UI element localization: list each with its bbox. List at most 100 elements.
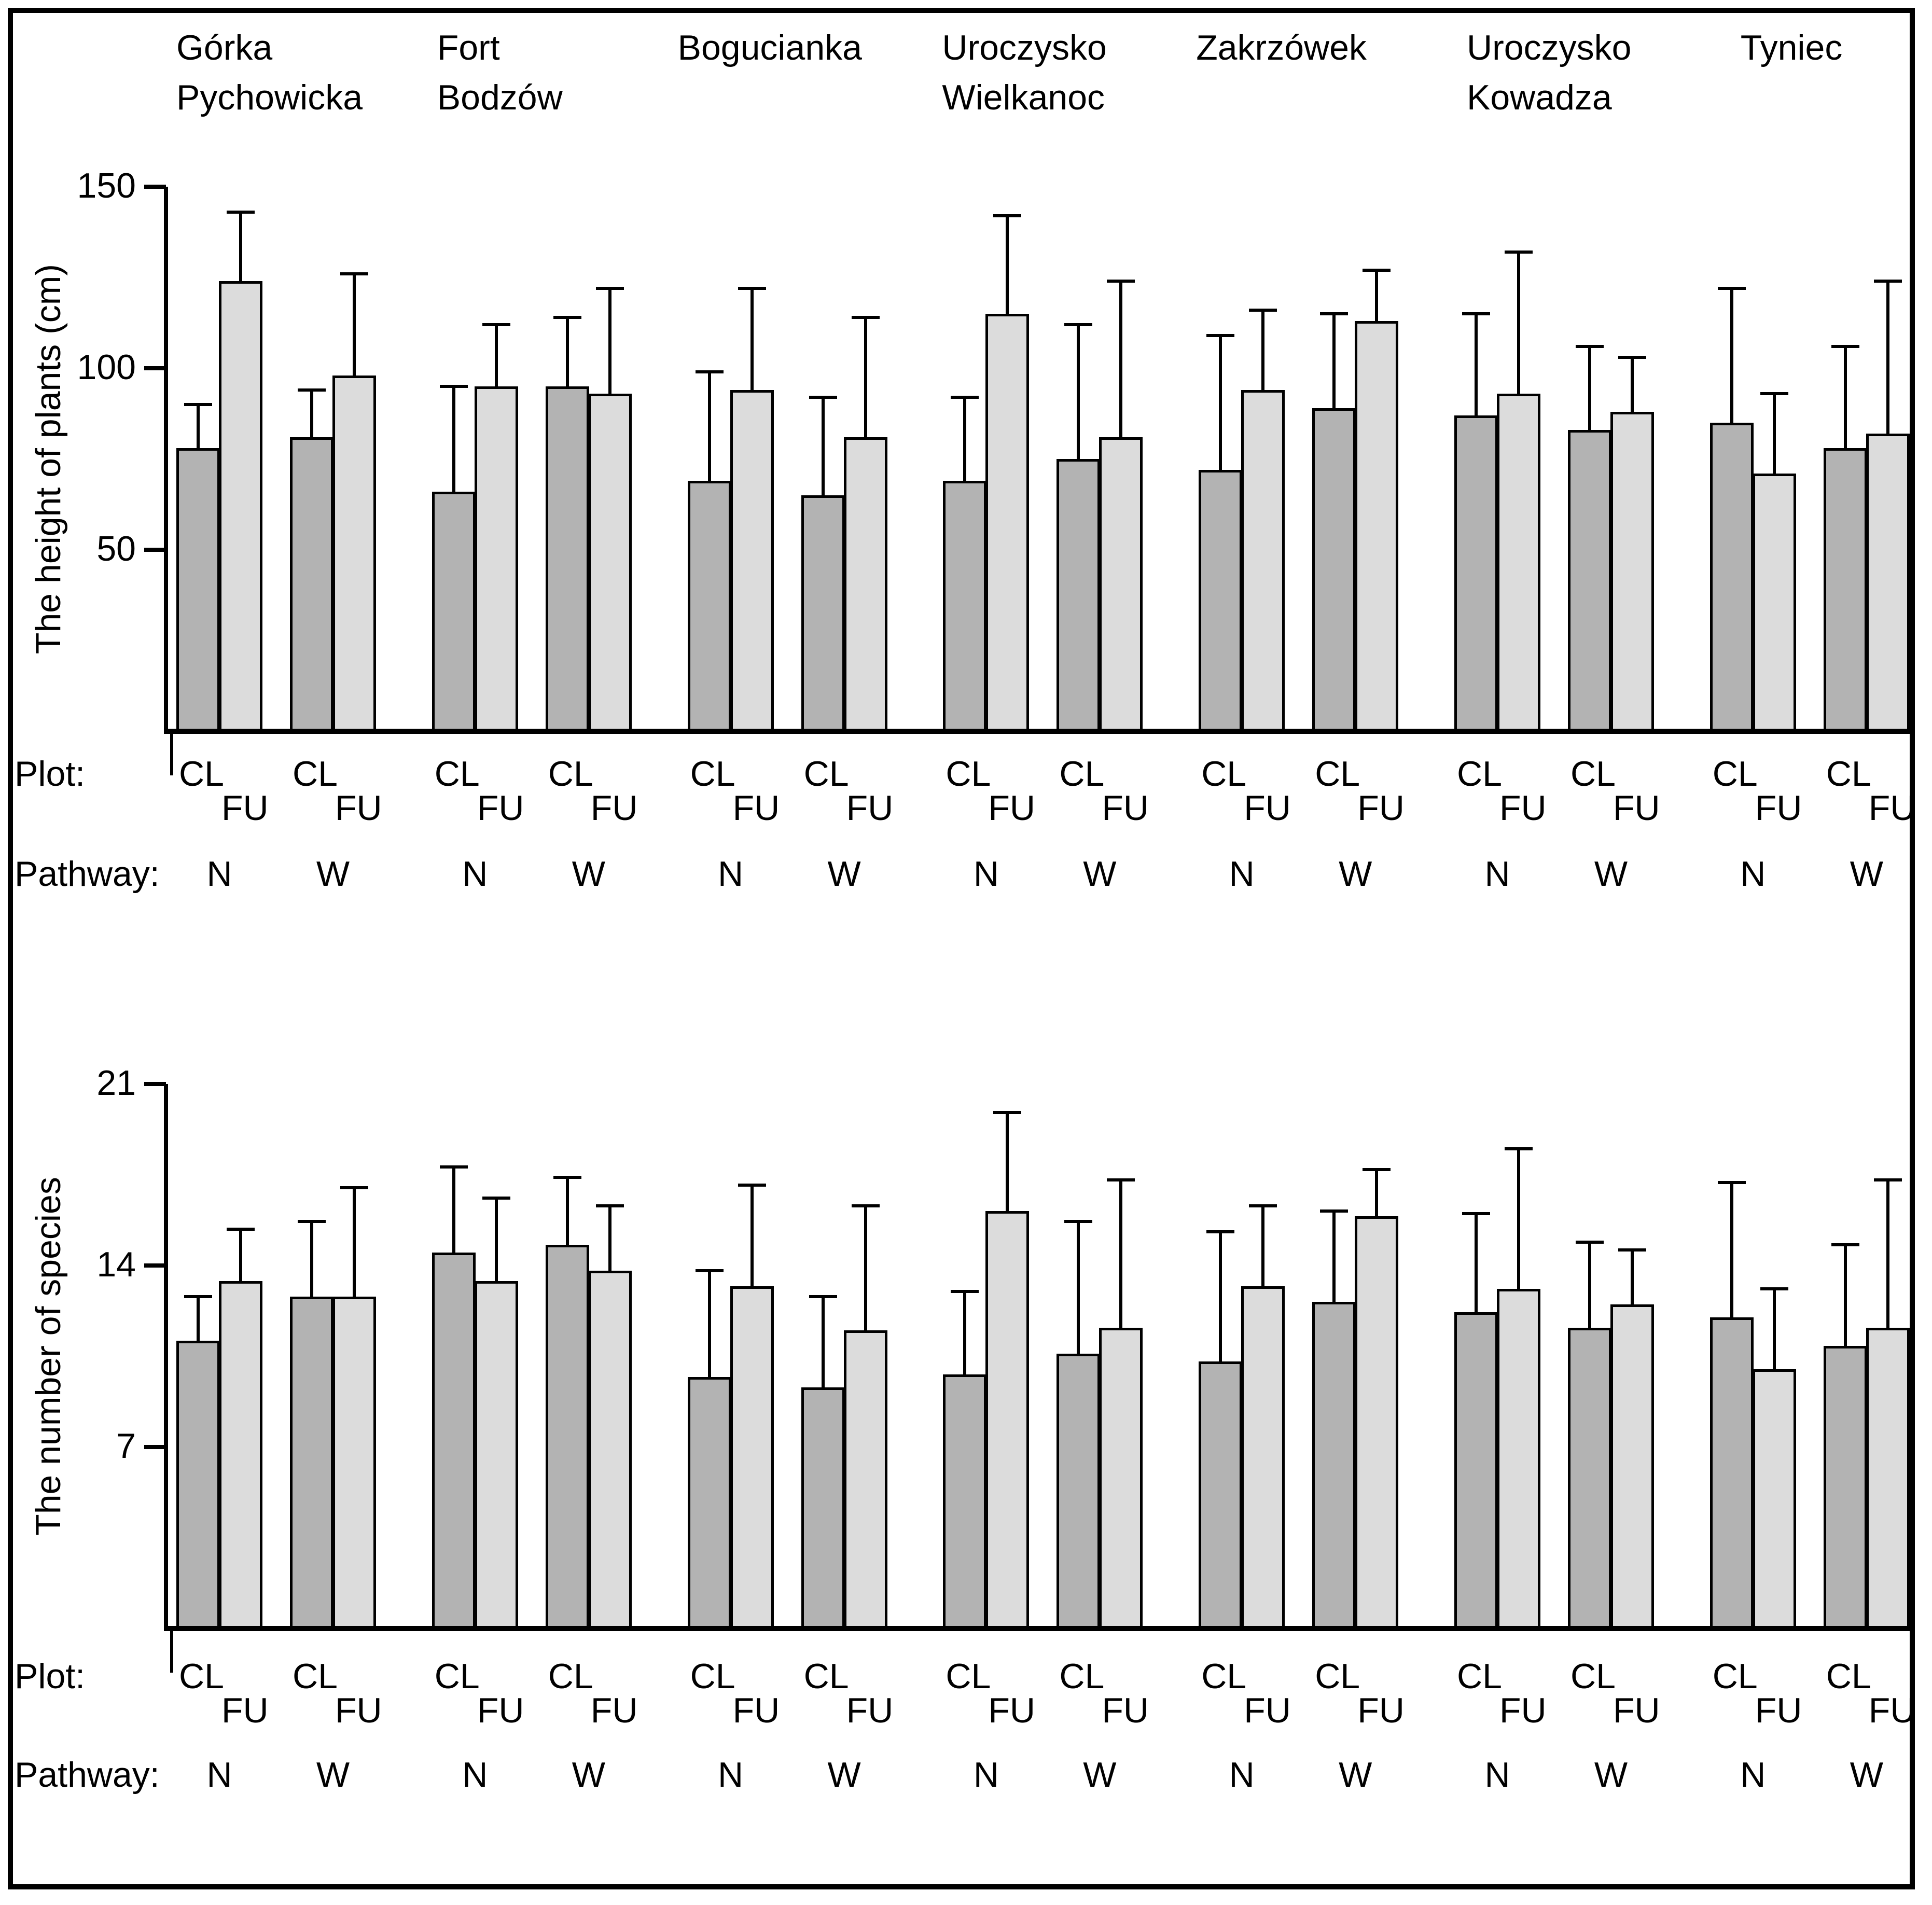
plot-label-fu: FU [1868, 1691, 1916, 1730]
bar-fu [843, 437, 887, 734]
plot-label-fu: FU [1755, 1691, 1802, 1730]
bar-fu [1610, 1304, 1654, 1631]
plot-label-fu: FU [846, 1691, 894, 1730]
error-bar-line [353, 274, 356, 376]
bar-cl [1199, 470, 1243, 734]
error-bar-cap [1760, 392, 1788, 395]
plot-label-cl: CL [1201, 1657, 1247, 1696]
error-bar-cap [738, 1184, 766, 1187]
error-bar-cap [1576, 1241, 1604, 1244]
error-bar-line [565, 317, 569, 386]
error-bar-cap [595, 287, 624, 290]
plot-label-cl: CL [548, 754, 593, 794]
error-bar-line [1261, 310, 1265, 390]
pathway-label: N [973, 1755, 999, 1795]
bar-cl [943, 481, 987, 734]
bar-cl [943, 1374, 987, 1631]
y-tick-label: 14 [96, 1245, 136, 1284]
error-bar-cap [809, 1295, 837, 1298]
error-bar-line [1332, 1211, 1336, 1302]
error-bar-cap [439, 1165, 468, 1169]
pathway-label: N [718, 1755, 744, 1795]
bar-fu [730, 390, 774, 734]
error-bar-line [1077, 325, 1080, 459]
error-bar-line [707, 372, 711, 481]
plot-label-fu: FU [846, 788, 894, 828]
pathway-row-caption: Pathway: [15, 854, 160, 894]
site-header: Pychowicka [176, 78, 363, 117]
error-bar-cap [553, 1176, 581, 1179]
error-bar-line [1219, 336, 1222, 470]
pathway-label: W [1083, 854, 1117, 894]
error-bar-cap [595, 1204, 624, 1207]
error-bar-line [1006, 1113, 1009, 1211]
plot-label-cl: CL [1826, 754, 1871, 794]
bar-cl [1057, 459, 1101, 734]
error-bar-cap [1717, 287, 1746, 290]
error-bar-cap [1249, 1204, 1277, 1207]
plot-row-caption: Plot: [15, 1657, 86, 1696]
error-bar-cap [1107, 1178, 1135, 1181]
error-bar-line [1588, 346, 1591, 430]
error-bar-cap [993, 1111, 1022, 1114]
error-bar-cap [738, 287, 766, 290]
error-bar-line [310, 1221, 313, 1297]
error-bar-cap [1873, 280, 1902, 283]
error-bar-cap [227, 1228, 255, 1231]
y-tick-label: 100 [77, 347, 136, 387]
bar-fu [1099, 1328, 1143, 1631]
site-header: Bogucianka [677, 28, 862, 67]
plot-label-fu: FU [1499, 788, 1547, 828]
error-bar-cap [1320, 1209, 1349, 1213]
error-bar-line [1631, 1250, 1634, 1304]
error-bar-cap [482, 1197, 510, 1200]
plot-label-fu: FU [335, 1691, 382, 1730]
plot-label-fu: FU [732, 1691, 780, 1730]
bar-cl [801, 495, 845, 734]
pathway-label: W [827, 1755, 861, 1795]
plot-label-cl: CL [690, 754, 735, 794]
error-bar-line [1332, 314, 1336, 408]
error-bar-cap [951, 1290, 979, 1293]
axis-origin-tick [170, 1631, 173, 1673]
site-header: Górka [176, 28, 273, 67]
y-tick-label: 21 [96, 1063, 136, 1103]
plot-label-fu: FU [590, 1691, 638, 1730]
error-bar-cap [1618, 1248, 1646, 1252]
error-bar-line [197, 405, 200, 448]
pathway-label: W [1083, 1755, 1117, 1795]
plot-label-cl: CL [1315, 754, 1360, 794]
plot-label-cl: CL [179, 754, 224, 794]
error-bar-line [452, 1167, 455, 1253]
figure-frame [8, 8, 1915, 1889]
bar-cl [1454, 1312, 1498, 1631]
pathway-row-caption: Pathway: [15, 1755, 160, 1795]
bar-cl [176, 1341, 220, 1631]
plot-label-cl: CL [179, 1657, 224, 1696]
plot-label-cl: CL [434, 754, 480, 794]
pathway-label: W [316, 1755, 350, 1795]
plot-label-cl: CL [1570, 1657, 1616, 1696]
error-bar-line [1219, 1232, 1222, 1361]
plot-label-fu: FU [1613, 1691, 1660, 1730]
bar-cl [1823, 1346, 1867, 1631]
error-bar-line [565, 1177, 569, 1245]
plot-label-fu: FU [988, 1691, 1036, 1730]
plot-label-cl: CL [1712, 754, 1758, 794]
plot-label-cl: CL [946, 754, 991, 794]
bar-fu [474, 386, 518, 734]
site-header: Uroczysko [942, 28, 1107, 67]
plot-label-cl: CL [946, 1657, 991, 1696]
pathway-label: W [1850, 1755, 1883, 1795]
error-bar-line [864, 1206, 867, 1330]
bar-cl [1312, 1302, 1356, 1631]
error-bar-cap [1760, 1287, 1788, 1290]
error-bar-cap [695, 1269, 724, 1272]
bar-cl [545, 1245, 589, 1631]
error-bar-cap [184, 403, 212, 406]
pathway-label: W [827, 854, 861, 894]
error-bar-cap [340, 1186, 368, 1189]
error-bar-line [1077, 1221, 1080, 1354]
error-bar-line [310, 390, 313, 437]
bar-cl [687, 1377, 731, 1631]
